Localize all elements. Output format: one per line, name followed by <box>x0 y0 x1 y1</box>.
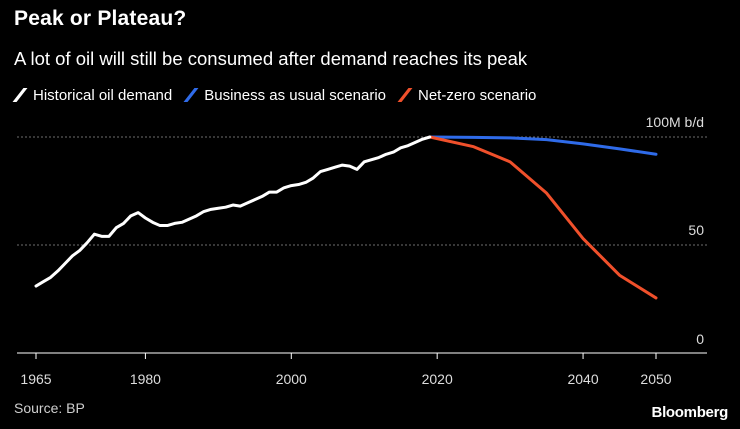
x-tick-label: 2040 <box>567 371 598 387</box>
series-historical-oil-demand <box>36 137 430 286</box>
series-net-zero <box>430 137 656 298</box>
x-tick-label: 2000 <box>276 371 307 387</box>
y-tick-label: 100M b/d <box>646 114 704 130</box>
y-tick-label: 0 <box>696 331 704 347</box>
line-chart: 100M b/d 50 0 1965 1980 2000 2020 2040 2050 <box>0 0 740 429</box>
x-tick-label: 1980 <box>130 371 161 387</box>
source-note: Source: BP <box>14 400 85 416</box>
y-tick-label: 50 <box>688 222 704 238</box>
x-tick-label: 2050 <box>640 371 671 387</box>
x-tick-label: 2020 <box>422 371 453 387</box>
x-tick-label: 1965 <box>20 371 51 387</box>
bloomberg-logo: Bloomberg <box>652 404 728 421</box>
